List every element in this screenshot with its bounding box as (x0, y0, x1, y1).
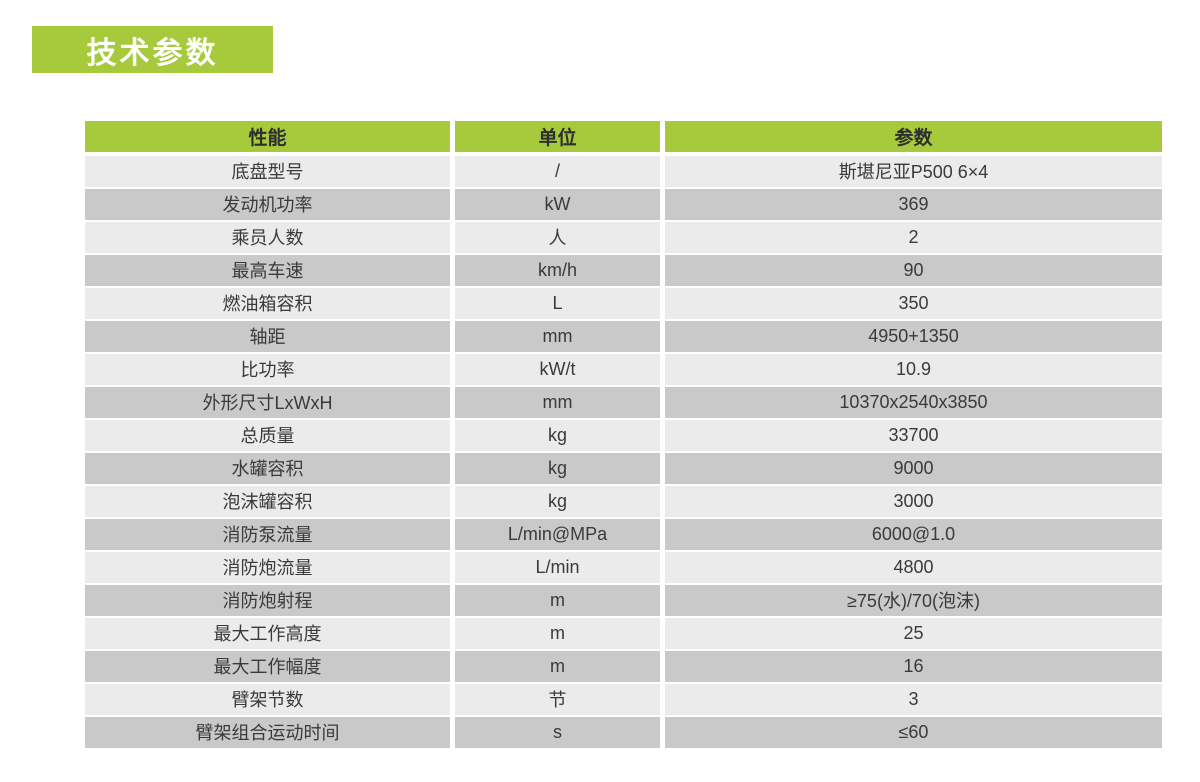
table-body: 底盘型号 / 斯堪尼亚P500 6×4 发动机功率 kW 369 乘员人数 人 … (85, 156, 1162, 748)
unit-cell: mm (455, 387, 660, 418)
parameter-cell: 2 (665, 222, 1162, 253)
performance-cell: 最大工作高度 (85, 618, 450, 649)
unit-cell: km/h (455, 255, 660, 286)
unit-cell: kg (455, 420, 660, 451)
table-row: 消防泵流量 L/min@MPa 6000@1.0 (85, 519, 1162, 550)
table-row: 消防炮射程 m ≥75(水)/70(泡沫) (85, 585, 1162, 616)
parameter-cell: 3 (665, 684, 1162, 715)
parameter-cell: ≤60 (665, 717, 1162, 748)
unit-cell: 节 (455, 684, 660, 715)
table-row: 最高车速 km/h 90 (85, 255, 1162, 286)
table-row: 最大工作高度 m 25 (85, 618, 1162, 649)
parameter-cell: 6000@1.0 (665, 519, 1162, 550)
performance-cell: 消防泵流量 (85, 519, 450, 550)
performance-cell: 消防炮射程 (85, 585, 450, 616)
performance-cell: 臂架节数 (85, 684, 450, 715)
unit-cell: kg (455, 453, 660, 484)
unit-cell: kW (455, 189, 660, 220)
table-row: 水罐容积 kg 9000 (85, 453, 1162, 484)
table-row: 泡沫罐容积 kg 3000 (85, 486, 1162, 517)
table-row: 底盘型号 / 斯堪尼亚P500 6×4 (85, 156, 1162, 187)
unit-cell: s (455, 717, 660, 748)
unit-cell: kg (455, 486, 660, 517)
page-title-badge: 技术参数 (32, 26, 273, 73)
parameter-cell: 350 (665, 288, 1162, 319)
unit-cell: 人 (455, 222, 660, 253)
header-parameter: 参数 (665, 121, 1162, 152)
unit-cell: L (455, 288, 660, 319)
table-row: 发动机功率 kW 369 (85, 189, 1162, 220)
performance-cell: 最高车速 (85, 255, 450, 286)
parameter-cell: 斯堪尼亚P500 6×4 (665, 156, 1162, 187)
table-row: 乘员人数 人 2 (85, 222, 1162, 253)
parameter-cell: 10.9 (665, 354, 1162, 385)
header-performance: 性能 (85, 121, 450, 152)
performance-cell: 轴距 (85, 321, 450, 352)
table-row: 最大工作幅度 m 16 (85, 651, 1162, 682)
table-row: 比功率 kW/t 10.9 (85, 354, 1162, 385)
parameter-cell: 10370x2540x3850 (665, 387, 1162, 418)
unit-cell: m (455, 585, 660, 616)
performance-cell: 臂架组合运动时间 (85, 717, 450, 748)
unit-cell: m (455, 618, 660, 649)
unit-cell: m (455, 651, 660, 682)
unit-cell: L/min@MPa (455, 519, 660, 550)
table-row: 燃油箱容积 L 350 (85, 288, 1162, 319)
performance-cell: 消防炮流量 (85, 552, 450, 583)
performance-cell: 乘员人数 (85, 222, 450, 253)
page-title: 技术参数 (86, 36, 219, 70)
unit-cell: mm (455, 321, 660, 352)
unit-cell: kW/t (455, 354, 660, 385)
performance-cell: 最大工作幅度 (85, 651, 450, 682)
performance-cell: 发动机功率 (85, 189, 450, 220)
unit-cell: L/min (455, 552, 660, 583)
parameter-cell: 90 (665, 255, 1162, 286)
unit-cell: / (455, 156, 660, 187)
table-row: 轴距 mm 4950+1350 (85, 321, 1162, 352)
parameter-cell: 16 (665, 651, 1162, 682)
parameter-cell: 33700 (665, 420, 1162, 451)
performance-cell: 泡沫罐容积 (85, 486, 450, 517)
performance-cell: 水罐容积 (85, 453, 450, 484)
performance-cell: 燃油箱容积 (85, 288, 450, 319)
table-row: 臂架节数 节 3 (85, 684, 1162, 715)
parameter-cell: 369 (665, 189, 1162, 220)
header-unit: 单位 (455, 121, 660, 152)
performance-cell: 外形尺寸LxWxH (85, 387, 450, 418)
table-row: 臂架组合运动时间 s ≤60 (85, 717, 1162, 748)
table-row: 消防炮流量 L/min 4800 (85, 552, 1162, 583)
parameter-cell: 25 (665, 618, 1162, 649)
parameter-cell: 3000 (665, 486, 1162, 517)
table-row: 外形尺寸LxWxH mm 10370x2540x3850 (85, 387, 1162, 418)
parameter-cell: 9000 (665, 453, 1162, 484)
table-header-row: 性能 单位 参数 (85, 121, 1162, 152)
performance-cell: 底盘型号 (85, 156, 450, 187)
performance-cell: 比功率 (85, 354, 450, 385)
spec-table: 性能 单位 参数 底盘型号 / 斯堪尼亚P500 6×4 发动机功率 kW 36… (85, 121, 1162, 750)
table-row: 总质量 kg 33700 (85, 420, 1162, 451)
performance-cell: 总质量 (85, 420, 450, 451)
parameter-cell: 4800 (665, 552, 1162, 583)
parameter-cell: ≥75(水)/70(泡沫) (665, 585, 1162, 616)
parameter-cell: 4950+1350 (665, 321, 1162, 352)
